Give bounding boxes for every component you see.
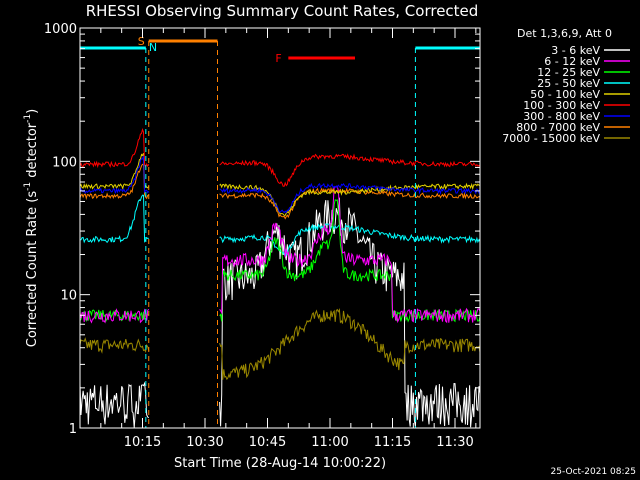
flag-label: N xyxy=(149,41,157,54)
plot-frame xyxy=(79,27,481,429)
flag-label: F xyxy=(275,52,281,65)
data-layer xyxy=(79,128,481,428)
y-axis-label-sup2: -1 xyxy=(23,114,33,123)
y-tick-label: 10 xyxy=(60,289,77,304)
y-tick-label: 100 xyxy=(52,155,77,170)
legend-entry: 800 - 7000 keV xyxy=(516,121,600,134)
x-tick-label: 11:30 xyxy=(436,435,473,450)
series-line-100-300- xyxy=(79,128,150,169)
series-line-6-12- xyxy=(219,185,481,324)
series-line-300-800- xyxy=(79,155,150,194)
legend-entry: 25 - 50 keV xyxy=(537,77,600,90)
legend-entry: 300 - 800 keV xyxy=(523,110,600,123)
y-tick-label: 1000 xyxy=(44,22,77,37)
x-tick-label: 10:30 xyxy=(186,435,223,450)
flag-label: S xyxy=(138,35,145,48)
series-line-6-12- xyxy=(79,308,150,324)
series-line-800-7000- xyxy=(79,163,149,201)
y-axis-label-end: ) xyxy=(25,109,40,114)
series-line-800-7000- xyxy=(219,186,481,220)
series-line-7000-15000- xyxy=(79,337,150,354)
flag-layer: S N F xyxy=(80,35,480,428)
series-line-25-50- xyxy=(79,194,149,244)
legend-entry: 50 - 100 keV xyxy=(530,88,600,101)
x-tick-label: 10:45 xyxy=(249,435,286,450)
axis-layer: 1 10 100 1000 10:15 10:30 10:45 11:00 11:15 11:30 xyxy=(44,22,480,450)
legend-header: Det 1,3,6,9, Att 0 xyxy=(517,27,612,40)
legend-entry: 6 - 12 keV xyxy=(544,55,600,68)
series-line-25-50- xyxy=(219,223,481,257)
series-line-3-6- xyxy=(219,197,481,428)
x-axis-label: Start Time (28-Aug-14 10:00:22) xyxy=(174,456,386,471)
legend-entry: 3 - 6 keV xyxy=(551,44,600,57)
y-tick-label: 1 xyxy=(69,422,77,437)
series-line-300-800- xyxy=(219,182,481,214)
legend-entry: 12 - 25 keV xyxy=(537,66,600,79)
x-tick-label: 10:15 xyxy=(124,435,161,450)
timestamp: 25-Oct-2021 08:25 xyxy=(551,467,636,477)
x-tick-label: 11:00 xyxy=(311,435,348,450)
legend-entry: 100 - 300 keV xyxy=(523,99,600,112)
series-line-50-100- xyxy=(219,182,481,216)
y-axis-label-sup1: -1 xyxy=(23,182,33,191)
y-axis-label-main: Corrected Count Rate (s xyxy=(25,191,40,348)
series-line-3-6- xyxy=(79,381,150,428)
legend-entry: 7000 - 15000 keV xyxy=(502,132,600,145)
y-axis-label-mid: detector xyxy=(25,122,40,182)
x-tick-label: 11:15 xyxy=(374,435,411,450)
series-line-7000-15000- xyxy=(219,307,481,381)
y-axis-label: Corrected Count Rate (s-1 detector-1) xyxy=(23,109,40,347)
chart-title: RHESSI Observing Summary Count Rates, Co… xyxy=(86,2,479,20)
series-line-100-300- xyxy=(219,153,481,187)
series-line-50-100- xyxy=(79,153,150,190)
